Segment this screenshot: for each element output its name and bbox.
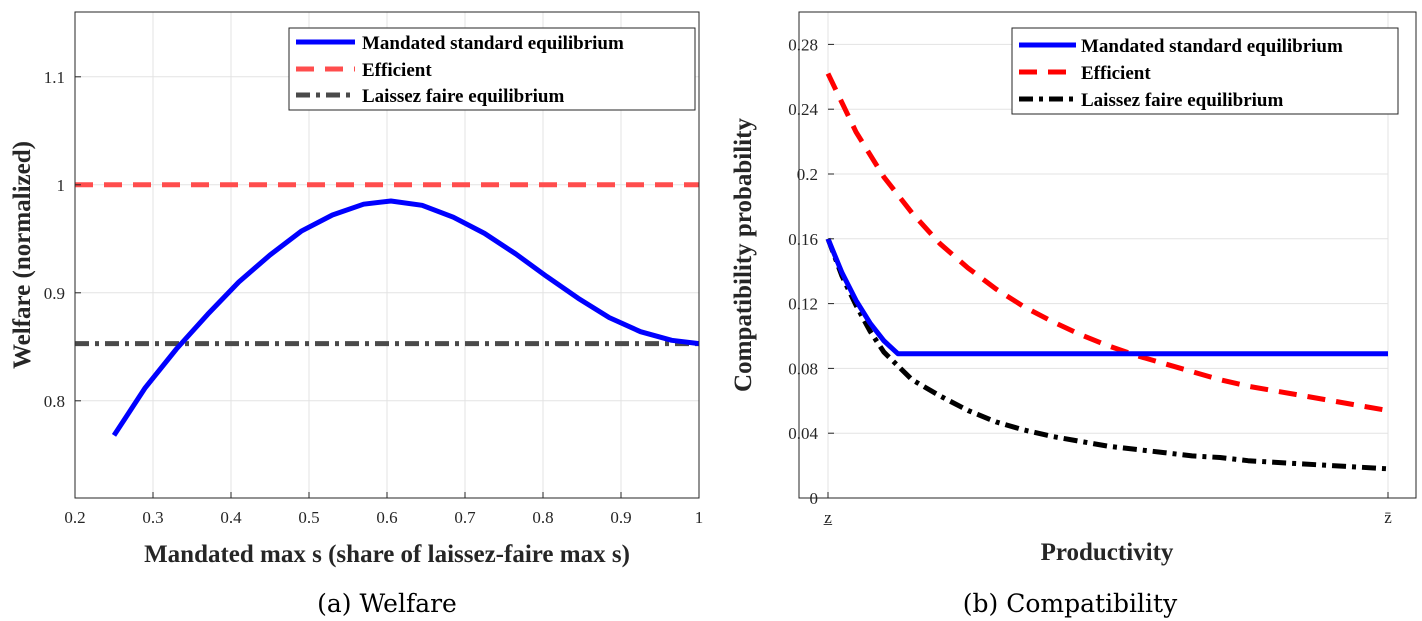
compat-caption: (b) Compatibility xyxy=(963,589,1178,618)
compat-ytick-label-0: 0 xyxy=(810,489,819,508)
welfare-caption: (a) Welfare xyxy=(317,589,457,618)
compat-tick-labels: z̲ z̄ 0 0.04 0.08 0.12 0.16 0.2 0.24 0.28 xyxy=(788,35,1392,527)
compat-legend-box xyxy=(1011,27,1399,115)
welfare-y-axis-label: Welfare (normalized) xyxy=(9,141,36,369)
compat-legend-label-efficient: Efficient xyxy=(1081,63,1151,84)
compat-xtick-label-0: z̲ xyxy=(823,508,833,527)
welfare-xtick-label-0: 0.2 xyxy=(64,508,85,527)
compat-series-efficient xyxy=(825,72,1389,413)
welfare-ytick-label-3: 1.1 xyxy=(44,68,65,87)
welfare-series xyxy=(75,182,700,437)
welfare-ytick-label-2: 1 xyxy=(57,176,66,195)
welfare-xtick-label-7: 0.9 xyxy=(610,508,631,527)
compat-ytick-label-4: 0.16 xyxy=(788,230,818,249)
compat-legend: Mandated standard equilibrium Efficient … xyxy=(1011,27,1399,115)
compat-x-axis-label: Productivity xyxy=(1041,539,1174,566)
welfare-xtick-label-5: 0.7 xyxy=(454,508,476,527)
welfare-xtick-label-1: 0.3 xyxy=(142,508,163,527)
compat-series-laissez-faire-equilibrium xyxy=(825,237,1389,472)
compat-ytick-label-7: 0.28 xyxy=(788,35,818,54)
compat-ytick-label-1: 0.04 xyxy=(788,424,818,443)
welfare-tick-labels: 0.2 0.3 0.4 0.5 0.6 0.7 0.8 0.9 1 0.8 0.9 1 1.1 xyxy=(44,68,704,527)
compat-legend-label-mandated: Mandated standard equilibrium xyxy=(1081,36,1343,57)
welfare-legend: Mandated standard equilibrium Efficient … xyxy=(288,27,696,111)
welfare-legend-label-efficient: Efficient xyxy=(362,60,432,81)
welfare-xtick-label-4: 0.6 xyxy=(376,508,397,527)
compat-y-axis-label: Compatibility probability xyxy=(730,118,757,392)
chart-compatibility: z̲ z̄ 0 0.04 0.08 0.12 0.16 0.2 0.24 0.28 Mandate… xyxy=(730,11,1417,618)
welfare-series-mandated-standard-equilibrium xyxy=(111,198,700,437)
chart-welfare: 0.2 0.3 0.4 0.5 0.6 0.7 0.8 0.9 1 0.8 0.9 1 1.1 Mand… xyxy=(9,11,704,618)
compat-xtick-label-1: z̄ xyxy=(1384,508,1392,527)
welfare-legend-box xyxy=(288,27,696,111)
compat-ytick-label-6: 0.24 xyxy=(788,100,818,119)
compat-ytick-label-5: 0.2 xyxy=(797,165,818,184)
welfare-xtick-label-8: 1 xyxy=(695,508,704,527)
welfare-xtick-label-3: 0.5 xyxy=(298,508,319,527)
welfare-ytick-label-1: 0.9 xyxy=(44,284,65,303)
compat-ytick-label-2: 0.08 xyxy=(788,359,818,378)
compat-axes-frame xyxy=(798,11,1417,499)
compat-legend-label-laissez: Laissez faire equilibrium xyxy=(1081,90,1283,111)
welfare-legend-label-laissez: Laissez faire equilibrium xyxy=(362,86,564,107)
welfare-x-axis-label: Mandated max s (share of laissez-faire m… xyxy=(144,541,630,568)
welfare-xtick-label-2: 0.4 xyxy=(220,508,242,527)
compat-series xyxy=(825,72,1389,472)
welfare-legend-label-mandated: Mandated standard equilibrium xyxy=(362,33,624,54)
welfare-xtick-label-6: 0.8 xyxy=(532,508,553,527)
compat-ytick-label-3: 0.12 xyxy=(788,295,818,314)
compat-series-mandated-standard-equilibrium xyxy=(825,237,1388,357)
welfare-ytick-label-0: 0.8 xyxy=(44,392,65,411)
